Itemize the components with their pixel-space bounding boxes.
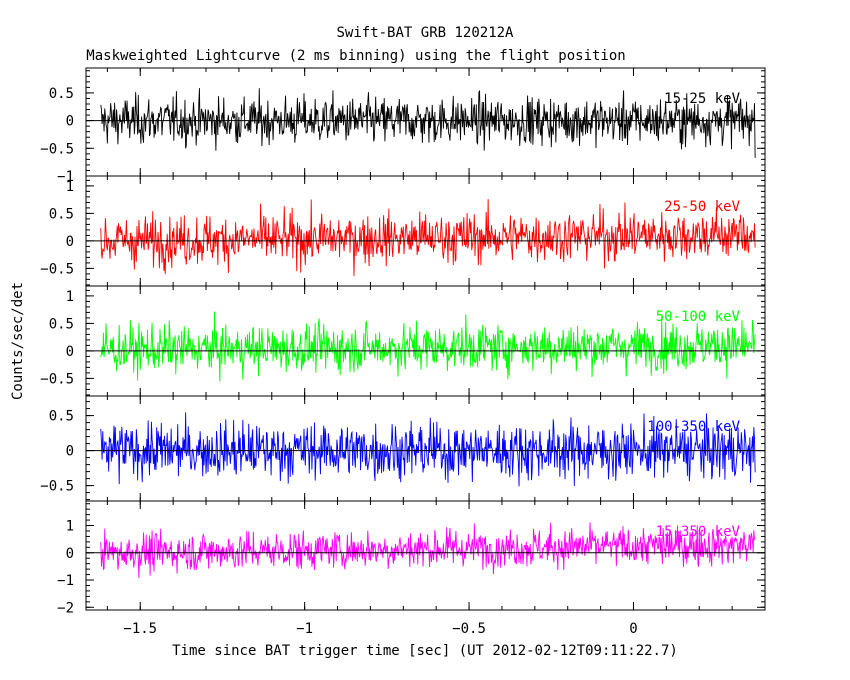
x-tick-label: 0 [629,621,637,637]
y-tick-label: 0 [66,234,74,250]
y-tick-label: −0.5 [40,371,74,387]
y-tick-label: 0.5 [49,206,74,222]
y-tick-label: 1 [66,519,74,535]
y-tick-label: 0 [66,344,74,360]
series-label: 15-350 keV [656,524,741,540]
y-tick-label: −1 [57,169,74,185]
panel-frame [85,500,766,611]
series-trace [100,522,756,579]
series-label: 100-350 keV [647,419,740,435]
y-tick-label: 0.5 [49,316,74,332]
series-label: 50-100 keV [656,309,741,325]
y-axis-label: Counts/sec/det [10,282,26,400]
panel-100-350-kev: −0.5 0 0.5 100-350 keV [40,395,766,502]
series-trace [100,199,756,277]
y-tick-label: 0 [66,444,74,460]
x-tick-label: −1.5 [123,621,157,637]
panel-15-25-kev: −1 −0.5 0 0.5 15-25 keV [40,67,766,185]
x-tick-label: −1 [296,621,313,637]
series-label: 15-25 keV [664,91,740,107]
panel-25-50-kev: −0.5 0 0.5 1 25-50 keV [40,175,766,287]
panel-50-100-kev: −0.5 0 0.5 1 50-100 keV [40,285,766,397]
series-trace [100,88,756,158]
series-label: 25-50 keV [664,199,740,215]
x-axis-label: Time since BAT trigger time [sec] (UT 20… [172,643,678,659]
y-tick-label: 1 [66,289,74,305]
series-trace [100,311,756,382]
panel-15-350-kev: −2 −1 0 1 15-350 keV [57,500,766,616]
y-tick-label: −2 [57,600,74,616]
y-tick-label: −0.5 [40,261,74,277]
series-trace [100,412,756,487]
y-tick-label: 0 [66,114,74,130]
y-tick-label: 1 [66,179,74,195]
chart-title: Swift-BAT GRB 120212A [336,25,514,41]
chart-subtitle: Maskweighted Lightcurve (2 ms binning) u… [86,48,625,64]
x-tick-label: −0.5 [452,621,486,637]
y-tick-label: −1 [57,573,74,589]
y-tick-label: −0.5 [40,141,74,157]
y-tick-label: 0.5 [49,409,74,425]
y-tick-label: −0.5 [40,479,74,495]
y-tick-label: 0.5 [49,86,74,102]
panel-frame [85,67,766,177]
y-tick-label: 0 [66,546,74,562]
